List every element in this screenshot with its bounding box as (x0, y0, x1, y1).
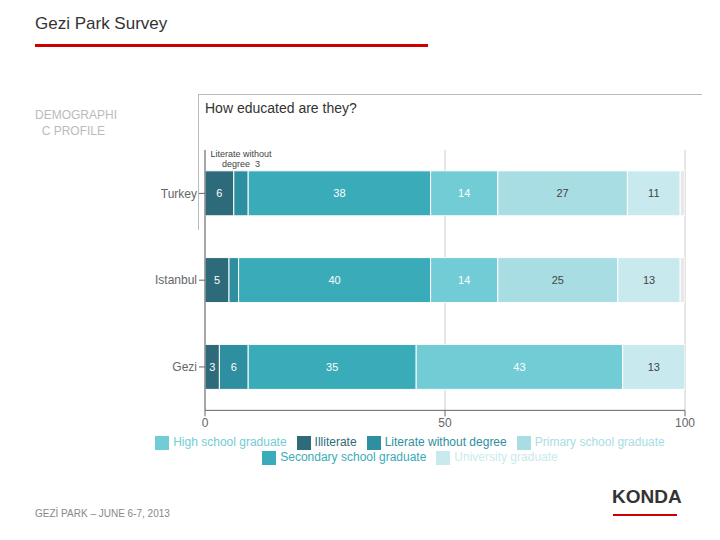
svg-text:Istanbul: Istanbul (155, 273, 197, 287)
svg-text:25: 25 (552, 274, 564, 286)
html-text:Literate without degree: Literate without degree (384, 435, 507, 450)
html-text:GEZİ PARK – JUNE 6-7, 2013: GEZİ PARK – JUNE 6-7, 2013 (35, 508, 170, 519)
svg-text:11: 11 (648, 187, 659, 199)
html-text:University graduate: University graduate (454, 450, 558, 465)
html-text:Gezi Park Survey: Gezi Park Survey (35, 14, 168, 33)
html-text:Primary school graduate: Primary school graduate (534, 435, 665, 450)
svg-text:43: 43 (513, 361, 525, 373)
svg-text:5: 5 (214, 274, 220, 286)
svg-text:40: 40 (328, 274, 340, 286)
svg-text:3: 3 (209, 361, 215, 373)
svg-text:Turkey: Turkey (161, 187, 197, 201)
html-text:KONDA: KONDA (612, 486, 682, 507)
html-text:Illiterate: Illiterate (314, 435, 357, 450)
html-text:How educated are they?: How educated are they? (205, 100, 357, 116)
svg-text:13: 13 (648, 361, 660, 373)
svg-text:14: 14 (458, 274, 470, 286)
svg-text:0: 0 (202, 416, 209, 430)
html-text:High school graduate: High school graduate (173, 435, 287, 450)
svg-text:Gezi: Gezi (172, 360, 197, 374)
svg-text:13: 13 (643, 274, 655, 286)
html-text:Secondary school graduate: Secondary school graduate (280, 450, 427, 465)
svg-text:Literate withoutdegree 3: Literate withoutdegree 3 (210, 149, 272, 169)
svg-text:6: 6 (231, 361, 237, 373)
svg-text:6: 6 (216, 187, 222, 199)
svg-text:38: 38 (333, 187, 345, 199)
svg-text:14: 14 (458, 187, 470, 199)
svg-text:27: 27 (556, 187, 568, 199)
svg-text:35: 35 (326, 361, 338, 373)
html-text:DEMOGRAPHI C PROFILE: DEMOGRAPHI C PROFILE (35, 108, 117, 138)
svg-text:50: 50 (438, 416, 452, 430)
svg-text:100: 100 (675, 416, 695, 430)
